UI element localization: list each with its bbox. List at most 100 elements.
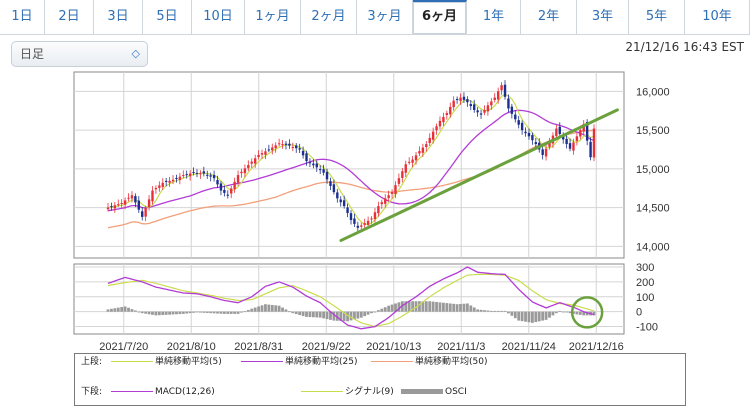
tab-0[interactable]: 1日 bbox=[0, 0, 45, 34]
candle-body bbox=[360, 225, 363, 227]
select-chevron-icon: ◇ bbox=[131, 47, 140, 60]
legend-item-sma25: 単純移動平均(25) bbox=[241, 355, 357, 369]
candle-body bbox=[575, 136, 579, 141]
osci-bar bbox=[359, 311, 363, 318]
osci-bar bbox=[500, 310, 503, 312]
osci-bar bbox=[407, 301, 411, 312]
candle-body bbox=[298, 148, 301, 150]
candle-body bbox=[315, 163, 318, 168]
period-tabs: 1日 2日 3日 5日 10日 1ヶ月 2ヶ月 3ヶ月 6ヶ月 1年 2年 3年 5年 10年 bbox=[0, 0, 750, 35]
osci-bar bbox=[366, 311, 370, 315]
price-tick-label: 15,000 bbox=[636, 164, 670, 176]
candle-body bbox=[589, 141, 592, 158]
candle-body bbox=[356, 225, 360, 228]
osci-bar bbox=[578, 311, 582, 315]
candle-period-select[interactable]: 日足 ◇ bbox=[11, 41, 148, 67]
candle-body bbox=[421, 147, 425, 153]
osci-bar bbox=[541, 311, 545, 321]
indicator-tick-label: 100 bbox=[636, 292, 654, 304]
osci-bar bbox=[544, 311, 548, 320]
osci-bar bbox=[264, 304, 267, 312]
osci-bar bbox=[582, 311, 586, 316]
osci-bar bbox=[185, 311, 189, 314]
legend-item-sma50: 単純移動平均(50) bbox=[371, 355, 487, 369]
candle-body bbox=[462, 96, 466, 100]
candle-body bbox=[168, 180, 171, 183]
osci-bar bbox=[431, 301, 435, 312]
osci-bar bbox=[373, 311, 377, 313]
tab-4[interactable]: 10日 bbox=[192, 0, 245, 34]
osci-bar bbox=[253, 307, 257, 312]
candle-body bbox=[332, 184, 336, 193]
osci-bar bbox=[513, 311, 517, 319]
osci-bar bbox=[479, 309, 483, 312]
osci-bar bbox=[572, 311, 575, 314]
osci-bar bbox=[565, 311, 569, 313]
osci-bar bbox=[175, 311, 178, 315]
legend-label-signal: シグナル(9) bbox=[345, 387, 394, 397]
tab-5[interactable]: 1ヶ月 bbox=[245, 0, 301, 34]
tab-12[interactable]: 5年 bbox=[629, 0, 685, 34]
osci-bar bbox=[394, 303, 397, 312]
legend-label-macd: MACD(12,26) bbox=[155, 387, 215, 397]
candle-body bbox=[435, 126, 438, 131]
tab-2[interactable]: 3日 bbox=[94, 0, 143, 34]
candle-body bbox=[274, 145, 277, 149]
osci-bar bbox=[157, 311, 161, 316]
candle-body bbox=[459, 97, 462, 101]
osci-bar bbox=[250, 308, 254, 312]
candle-body bbox=[113, 205, 117, 209]
chart-timestamp: 21/12/16 16:43 EST bbox=[625, 40, 744, 54]
osci-bar bbox=[226, 311, 230, 314]
osci-bar bbox=[537, 311, 541, 322]
candle-body bbox=[219, 183, 223, 191]
osci-bar bbox=[493, 310, 497, 312]
candle-body bbox=[264, 151, 267, 155]
osci-bar bbox=[489, 310, 493, 312]
candle-body bbox=[377, 206, 380, 214]
osci-bar bbox=[322, 311, 326, 319]
tab-8[interactable]: 6ヶ月 bbox=[413, 0, 467, 34]
osci-bar bbox=[380, 308, 384, 312]
candle-body bbox=[226, 194, 229, 196]
osci-bar bbox=[370, 311, 373, 314]
osci-bar bbox=[503, 310, 507, 312]
osci-bar bbox=[154, 311, 158, 316]
price-tick-label: 14,000 bbox=[636, 241, 670, 253]
osci-bar bbox=[325, 311, 329, 320]
tab-11[interactable]: 3年 bbox=[577, 0, 629, 34]
candle-body bbox=[106, 207, 110, 210]
price-tick-label: 16,000 bbox=[636, 86, 670, 98]
candle-body bbox=[363, 223, 366, 225]
tab-10[interactable]: 2年 bbox=[521, 0, 577, 34]
tab-3[interactable]: 5日 bbox=[143, 0, 192, 34]
tab-9[interactable]: 1年 bbox=[467, 0, 521, 34]
candle-body bbox=[346, 207, 349, 214]
osci-bar bbox=[212, 311, 216, 314]
osci-bar bbox=[116, 307, 120, 312]
osci-bar bbox=[202, 311, 206, 313]
legend-item-signal: シグナル(9) bbox=[301, 385, 394, 399]
candle-body bbox=[452, 100, 455, 108]
osci-bar bbox=[421, 301, 425, 312]
osci-bar bbox=[222, 311, 226, 314]
tab-6[interactable]: 2ヶ月 bbox=[301, 0, 357, 34]
osci-bar bbox=[318, 311, 322, 318]
candle-body bbox=[329, 181, 332, 186]
osci-bar bbox=[130, 309, 134, 312]
candle-body bbox=[301, 150, 305, 156]
candle-body bbox=[572, 142, 575, 151]
candle-body bbox=[493, 97, 496, 100]
x-axis-date-label: 2021/11/24 bbox=[502, 341, 556, 352]
candle-body bbox=[397, 178, 401, 184]
candle-body bbox=[414, 155, 418, 161]
osci-bar bbox=[305, 311, 308, 317]
candle-body bbox=[558, 126, 561, 134]
candle-body bbox=[322, 169, 325, 173]
tab-1[interactable]: 2日 bbox=[45, 0, 94, 34]
osci-bar bbox=[270, 304, 274, 312]
osci-bar bbox=[246, 309, 250, 312]
indicator-panel-frame bbox=[73, 263, 625, 335]
tab-7[interactable]: 3ヶ月 bbox=[357, 0, 413, 34]
x-axis-date-label: 2021/7/20 bbox=[99, 341, 148, 352]
